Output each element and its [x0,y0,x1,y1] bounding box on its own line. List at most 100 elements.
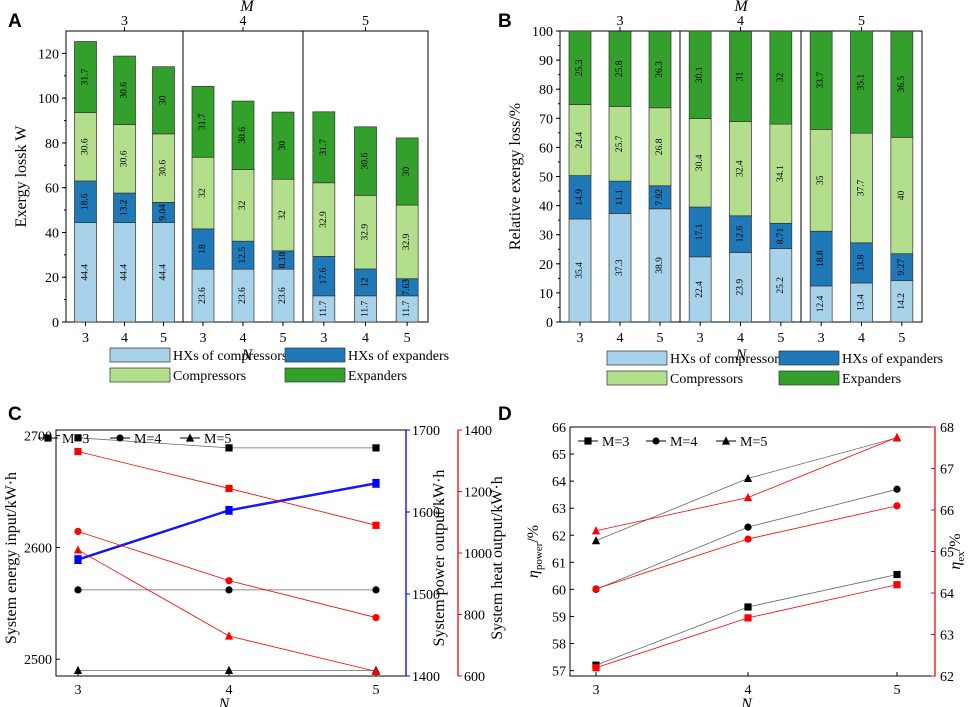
x-tick-label: 4 [737,331,744,346]
x-axis-label: N [218,696,231,707]
y-tick-label-heat: 1200 [464,486,492,501]
x-tick-label: 5 [373,683,380,698]
x-tick-label: 3 [75,683,82,698]
bar-value-label: 36.5 [897,76,907,93]
plot-frame [569,426,936,677]
y-axis-label: Relative exergy loss/% [507,103,524,250]
data-point [592,664,600,672]
data-point [372,586,380,594]
x-tick-label: 3 [593,683,600,698]
y-tick-label: 100 [532,25,553,40]
bar-value-label: 31 [736,71,746,81]
bar-value-label: 25.8 [615,60,625,77]
y-tick-label: 20 [539,258,553,273]
y-tick-label: 50 [539,171,553,186]
data-point [74,527,82,536]
bar-segment [729,30,752,122]
data-point [371,666,381,675]
y-tick-label-heat: 800 [464,609,485,624]
bar-value-label: 37.7 [857,179,867,196]
x-axis-label: N [241,347,254,364]
bar-segment [568,30,592,105]
bar-value-label: 30.4 [695,154,705,171]
legend-label: Compressors [670,372,743,387]
bar-segment [608,30,632,107]
bar-value-label: 25.7 [615,135,625,152]
y-tick-label: 10 [539,287,553,302]
bar-value-label: 24.4 [575,132,585,149]
x-tick-label: 4 [226,683,233,698]
bar-value-label: 30.6 [238,127,248,144]
bar-value-label: 32.9 [361,224,371,241]
series-line [595,584,898,669]
data-point [225,484,233,493]
y-tick-label: 61 [552,556,566,571]
bar-value-label: 18 [198,244,208,254]
y-tick-label-right: 64 [940,587,954,602]
x-axis-label: N [740,696,753,707]
legend-marker [44,434,52,442]
bar-value-label: 12.4 [816,295,826,312]
legend-swatch [109,367,171,383]
bar-value-label: 17.6 [319,268,329,285]
bar-value-label: 30.6 [361,152,371,169]
y-tick-label-power: 1500 [412,588,440,603]
bar-value-label: 32 [776,73,786,83]
data-point [224,506,234,515]
chart-c: 2500260027001400150016001700600800100012… [3,424,506,707]
x-tick-label: 5 [898,331,905,346]
legend-marker [652,437,660,445]
y-tick-label: 2500 [24,653,52,668]
group-label: 4 [240,14,247,29]
legend-marker [185,433,195,442]
data-point [73,665,83,675]
bar-value-label: 34.1 [776,165,786,182]
bar-value-label: 44.4 [159,264,169,281]
bar-value-label: 44.4 [81,264,91,281]
legend-label: M=4 [134,432,161,447]
x-tick-label: 4 [617,331,624,346]
bar-value-label: 14.2 [897,293,907,310]
top-axis-title: M [733,0,749,15]
chart-b: 3 4 5 M 0 10 20 30 40 50 60 70 80 90 100 Relative exerg… [507,0,943,387]
data-point [372,444,380,452]
series-line [77,482,377,560]
series-line [77,482,377,560]
bar-segment [271,111,295,180]
data-point [743,473,753,483]
data-point [74,434,82,442]
bar-value-label: 12 [361,277,371,287]
series-line [77,549,377,672]
legend-swatch [284,367,346,383]
bar-value-label: 23.6 [238,287,248,304]
x-tick-label: 4 [858,331,865,346]
data-point [591,526,601,535]
x-tick-label: 4 [362,331,369,346]
data-point [224,665,234,675]
y-tick-label: 60 [552,583,566,598]
x-tick-label: 3 [82,331,89,346]
bar-value-label: 11.7 [402,301,412,318]
y-tick-label: 0 [546,316,553,331]
y-tick-label: 120 [38,47,59,62]
bar-value-label: 22.4 [695,281,705,298]
bar-segment [231,100,255,170]
legend-label: M=5 [740,435,767,450]
series-line [595,505,898,590]
y-tick-label: 63 [552,502,566,517]
bar-value-label: 30.1 [695,66,705,83]
series-line [77,483,377,561]
bar-segment [74,41,97,113]
x-tick-label: 4 [745,683,752,698]
y-axis-label: Exergy lossk W [13,125,30,228]
y-axis-label-heat: System heat output/kW·h [489,476,506,640]
y-tick-label-right: 66 [940,504,954,519]
bar-value-label: 25.2 [776,277,786,294]
y-tick-label: 65 [552,448,566,463]
bar-value-label: 35 [816,175,826,185]
y-tick-label-right: 62 [940,670,954,685]
bar-value-label: 9.27 [897,259,907,276]
bar-value-label: 31.7 [319,139,329,156]
legend-swatch [778,350,840,366]
